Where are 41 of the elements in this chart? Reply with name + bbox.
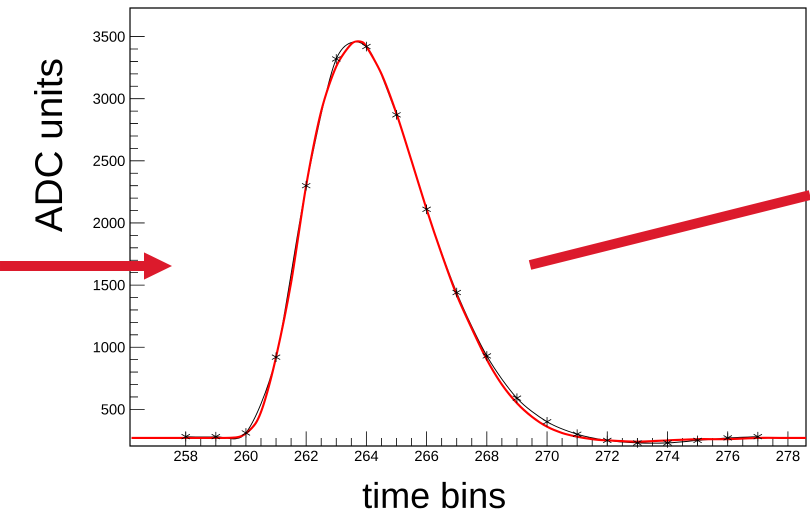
point	[572, 428, 582, 440]
x-tick-label: 272	[596, 450, 619, 461]
point	[362, 41, 371, 52]
y-tick-label: 1500	[94, 280, 125, 290]
point	[753, 431, 762, 442]
x-tick-label: 266	[415, 450, 438, 462]
y-tick-label: 500	[101, 404, 125, 415]
point	[662, 438, 672, 448]
x-tick-label: 270	[536, 450, 559, 462]
x-tick-label: 268	[475, 450, 498, 462]
x-axis-title: time bins	[362, 482, 505, 508]
point	[271, 352, 281, 362]
y-tick-label: 3000	[93, 94, 125, 104]
y-axis-title: ADC units	[34, 60, 62, 232]
y-tick-label: 3500	[93, 31, 125, 42]
x-tick-label: 276	[716, 450, 740, 462]
x-tick-label: 258	[174, 450, 198, 462]
point	[422, 204, 432, 214]
y-tick-label: 1000	[94, 342, 125, 352]
point	[181, 431, 190, 442]
x-tick-label: 278	[776, 450, 800, 462]
y-tick-label: 2000	[93, 218, 125, 228]
point	[241, 428, 250, 438]
point	[452, 287, 462, 298]
point	[602, 435, 612, 446]
point	[482, 350, 492, 362]
x-tick-label: 264	[354, 450, 378, 462]
point	[632, 438, 642, 448]
x-tick-label: 274	[656, 450, 680, 461]
point	[542, 416, 552, 427]
y-tick-label: 2500	[93, 156, 125, 166]
point	[302, 180, 311, 191]
x-tick-label: 260	[234, 450, 258, 462]
point	[211, 431, 220, 442]
x-tick-label: 262	[294, 450, 318, 462]
point	[693, 435, 702, 446]
point	[332, 54, 341, 64]
point	[392, 110, 402, 120]
point	[723, 432, 732, 444]
line-series	[130, 40, 808, 443]
point	[512, 392, 522, 404]
